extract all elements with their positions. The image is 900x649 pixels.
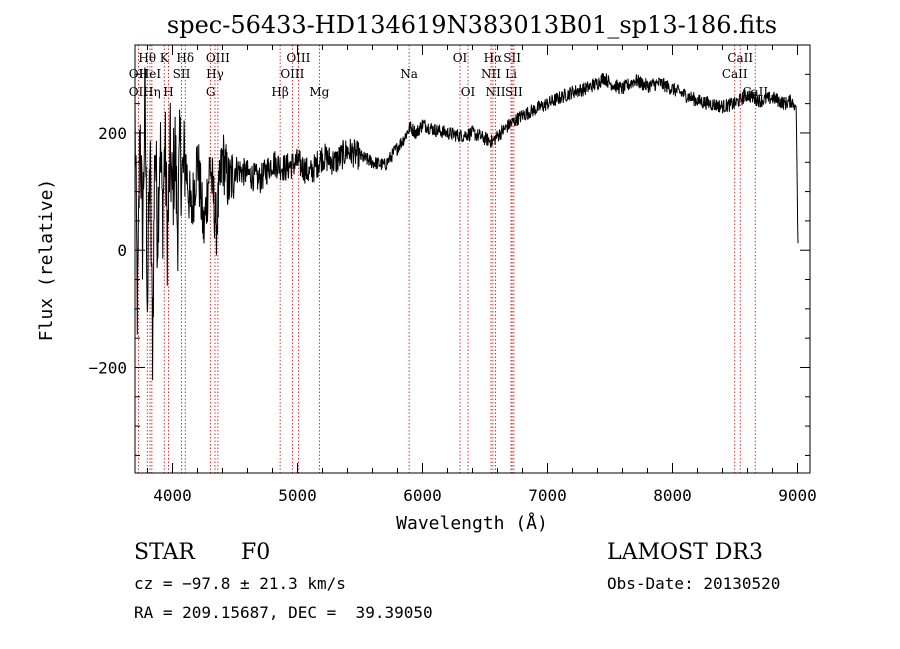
line-label: NII (486, 85, 506, 99)
line-label: OI (461, 85, 476, 99)
x-tick-label: 9000 (778, 486, 817, 505)
object-class: STAR (134, 540, 195, 565)
line-label: SII (173, 67, 191, 81)
y-tick-label: −200 (88, 358, 127, 377)
line-label: Na (400, 67, 418, 81)
line-label: OIII (286, 51, 310, 65)
line-label: K (160, 51, 170, 65)
line-label: CaII (727, 51, 753, 65)
line-label: Hη (143, 85, 161, 99)
spectrum-line (134, 67, 799, 381)
y-axis: −200 0 200 (88, 44, 810, 456)
line-label: Hδ (176, 51, 194, 65)
y-tick-label: 200 (98, 124, 127, 143)
x-tick-label: 4000 (153, 486, 192, 505)
observation-date: Obs-Date: 20130520 (607, 574, 781, 593)
x-tick-label: 7000 (528, 486, 567, 505)
plot-frame (134, 44, 811, 474)
redshift-cz: cz = −97.8 ± 21.3 km/s (134, 574, 346, 593)
y-axis-label: Flux (relative) (36, 179, 57, 342)
x-tick-label: 5000 (278, 486, 317, 505)
x-tick-label: 8000 (653, 486, 692, 505)
line-label: SII (503, 51, 521, 65)
object-subclass: F0 (241, 540, 271, 565)
chart-title: spec-56433-HD134619N383013B01_sp13-186.f… (167, 11, 777, 39)
x-tick-label: 6000 (403, 486, 442, 505)
line-label: NII (481, 67, 501, 81)
line-label: Hθ (138, 51, 156, 65)
line-label: CaII (722, 67, 748, 81)
line-label: Hγ (206, 67, 224, 81)
line-label: OII (129, 67, 149, 81)
survey-name: LAMOST DR3 (607, 540, 763, 565)
line-label: OII (129, 85, 149, 99)
x-axis: 4000 5000 6000 7000 8000 9000 (147, 45, 817, 505)
line-label: OI (453, 51, 468, 65)
y-tick-label: 0 (117, 241, 127, 260)
line-label: SII (505, 85, 523, 99)
line-markers (137, 45, 756, 473)
line-label: CaII (742, 85, 768, 99)
line-label: Hα (484, 51, 503, 65)
line-label: H (163, 85, 173, 99)
line-label: OIII (206, 51, 230, 65)
line-label: HeI (139, 67, 162, 81)
line-label: Mg (309, 85, 329, 99)
line-label: G (206, 85, 216, 99)
line-label: OIII (280, 67, 304, 81)
x-axis-label: Wavelength (Å) (396, 512, 548, 534)
line-label: Hβ (271, 85, 288, 99)
line-label: Li (505, 67, 517, 81)
coordinates: RA = 209.15687, DEC = 39.39050 (134, 603, 433, 622)
